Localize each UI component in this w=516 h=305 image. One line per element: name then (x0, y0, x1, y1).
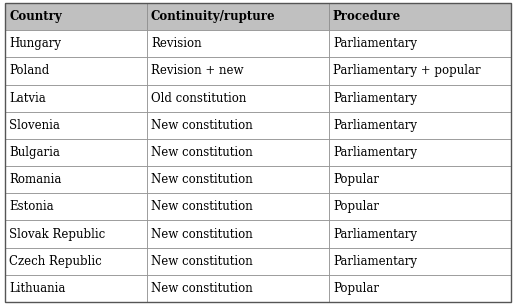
Bar (329, 248, 511, 275)
Bar (5, 193, 147, 221)
Text: Popular: Popular (333, 173, 379, 186)
Text: Parliamentary + popular: Parliamentary + popular (333, 64, 480, 77)
Bar (329, 84, 511, 112)
Bar (5, 112, 147, 139)
Text: Revision + new: Revision + new (151, 64, 244, 77)
Text: Popular: Popular (333, 282, 379, 295)
Bar (147, 221, 329, 248)
Text: Procedure: Procedure (333, 10, 401, 23)
Text: Continuity/rupture: Continuity/rupture (151, 10, 276, 23)
Text: Parliamentary: Parliamentary (333, 92, 417, 105)
Text: Parliamentary: Parliamentary (333, 228, 417, 241)
Bar (147, 112, 329, 139)
Text: New constitution: New constitution (151, 173, 253, 186)
Text: Country: Country (9, 10, 62, 23)
Text: Czech Republic: Czech Republic (9, 255, 102, 268)
Bar (147, 57, 329, 84)
Text: Old constitution: Old constitution (151, 92, 246, 105)
Text: Parliamentary: Parliamentary (333, 37, 417, 50)
Text: Hungary: Hungary (9, 37, 61, 50)
Bar (5, 57, 147, 84)
Bar (147, 84, 329, 112)
Text: Parliamentary: Parliamentary (333, 146, 417, 159)
Bar (147, 166, 329, 193)
Bar (5, 166, 147, 193)
Bar (147, 3, 329, 30)
Text: Latvia: Latvia (9, 92, 46, 105)
Bar (5, 84, 147, 112)
Text: Parliamentary: Parliamentary (333, 119, 417, 132)
Text: Revision: Revision (151, 37, 202, 50)
Bar (329, 57, 511, 84)
Text: Parliamentary: Parliamentary (333, 255, 417, 268)
Text: New constitution: New constitution (151, 282, 253, 295)
Text: Popular: Popular (333, 200, 379, 213)
Bar (329, 139, 511, 166)
Bar (329, 166, 511, 193)
Text: New constitution: New constitution (151, 119, 253, 132)
Text: New constitution: New constitution (151, 146, 253, 159)
Bar (5, 248, 147, 275)
Bar (5, 30, 147, 57)
Bar (147, 248, 329, 275)
Text: Estonia: Estonia (9, 200, 54, 213)
Text: New constitution: New constitution (151, 200, 253, 213)
Text: Poland: Poland (9, 64, 50, 77)
Bar (5, 221, 147, 248)
Text: Bulgaria: Bulgaria (9, 146, 60, 159)
Bar (329, 112, 511, 139)
Bar (147, 139, 329, 166)
Bar (329, 3, 511, 30)
Bar (147, 30, 329, 57)
Text: Slovak Republic: Slovak Republic (9, 228, 106, 241)
Bar (5, 275, 147, 302)
Bar (5, 139, 147, 166)
Text: New constitution: New constitution (151, 228, 253, 241)
Bar (329, 30, 511, 57)
Bar (329, 275, 511, 302)
Bar (147, 275, 329, 302)
Text: New constitution: New constitution (151, 255, 253, 268)
Text: Romania: Romania (9, 173, 62, 186)
Bar (147, 193, 329, 221)
Bar (5, 3, 147, 30)
Text: Slovenia: Slovenia (9, 119, 60, 132)
Bar (329, 221, 511, 248)
Text: Lithuania: Lithuania (9, 282, 66, 295)
Bar (329, 193, 511, 221)
